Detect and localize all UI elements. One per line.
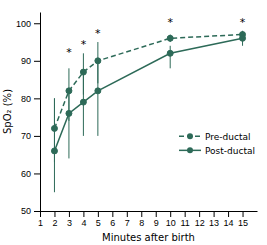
x-axis-title: Minutes after birth	[102, 232, 195, 243]
x-tick-label: 14	[224, 218, 234, 228]
annotation: *	[240, 16, 246, 29]
annotations: * * * * *	[66, 16, 246, 59]
point	[167, 50, 173, 56]
x-tick: 6	[110, 211, 115, 228]
annotation: *	[95, 27, 101, 40]
legend-label: Post-ductal	[205, 146, 255, 156]
annotation: *	[81, 38, 87, 51]
error-bar	[97, 61, 98, 136]
marks	[51, 31, 245, 192]
x-tick-label: 6	[110, 218, 115, 228]
y-tick: 90	[21, 56, 40, 66]
legend-item: Pre-ductal	[179, 132, 250, 142]
x-tick-label: 13	[209, 218, 219, 228]
x-tick-label: 12	[195, 218, 205, 228]
plot: 1234567891011121314155060708090100*****P…	[16, 13, 258, 229]
legend-marker	[187, 133, 193, 139]
y-tick-mark	[34, 211, 40, 212]
x-tick: 9	[154, 211, 159, 228]
y-axis-title: SpO₂ (%)	[2, 89, 13, 134]
x-tick-label: 2	[52, 218, 57, 228]
y-axis-line	[40, 13, 41, 212]
x-tick-label: 15	[238, 218, 248, 228]
x-tick: 3	[67, 211, 72, 228]
legend: Pre-ductal Post-ductal	[179, 132, 255, 156]
x-tick: 13	[209, 211, 219, 228]
y-tick: 80	[21, 94, 40, 104]
point	[167, 35, 173, 41]
x-tick-mark	[83, 211, 84, 217]
x-tick: 2	[52, 211, 57, 228]
x-tick-mark	[98, 211, 99, 217]
x-tick: 12	[195, 211, 205, 228]
x-tick: 5	[96, 211, 101, 228]
x-tick-mark	[40, 211, 41, 217]
x-tick: 7	[125, 211, 130, 228]
x-tick-label: 4	[81, 218, 86, 228]
x-tick: 4	[81, 211, 86, 228]
x-tick-label: 8	[139, 218, 144, 228]
annotation: *	[66, 46, 72, 59]
x-tick-mark	[54, 211, 55, 217]
x-tick: 1	[38, 211, 43, 228]
x-axis-line	[41, 211, 258, 212]
x-tick-mark	[214, 211, 215, 217]
y-tick-label: 90	[21, 56, 31, 66]
x-tick-label: 3	[67, 218, 72, 228]
legend-item: Post-ductal	[179, 146, 255, 156]
x-tick-mark	[170, 211, 171, 217]
y-axis: 50 60 70 80 90 100	[16, 13, 41, 217]
x-tick-label: 9	[154, 218, 159, 228]
x-tick: 10	[166, 211, 176, 228]
x-tick: 14	[224, 211, 234, 228]
series	[51, 31, 245, 162]
x-tick-label: 10	[166, 218, 176, 228]
error-bar	[68, 91, 69, 159]
y-tick-label: 100	[16, 19, 31, 29]
x-tick: 8	[139, 211, 144, 228]
point	[51, 148, 57, 154]
x-tick: 11	[180, 211, 189, 228]
chart: 1234567891011121314155060708090100*****P…	[0, 0, 267, 245]
point	[80, 99, 86, 105]
x-axis: 123456789101112131415	[38, 211, 258, 228]
point	[66, 110, 72, 116]
y-tick-mark	[34, 173, 40, 174]
x-tick-label: 11	[180, 218, 189, 228]
y-tick-label: 50	[21, 206, 31, 216]
point	[240, 35, 246, 41]
y-tick-mark	[34, 136, 40, 137]
x-tick-label: 5	[96, 218, 101, 228]
y-tick-label: 70	[21, 131, 31, 141]
y-tick-mark	[34, 61, 40, 62]
x-tick-mark	[199, 211, 200, 217]
error-bar	[54, 98, 55, 192]
annotation: *	[167, 16, 173, 29]
point	[95, 88, 101, 94]
x-tick-mark	[185, 211, 186, 217]
x-tick: 15	[238, 211, 248, 228]
y-tick-label: 60	[21, 169, 31, 179]
error-bar	[170, 46, 171, 69]
x-tick-mark	[228, 211, 229, 217]
x-tick-label: 7	[125, 218, 130, 228]
y-tick-mark	[34, 98, 40, 99]
x-tick-mark	[243, 211, 244, 217]
y-tick-label: 80	[21, 94, 31, 104]
series-line	[54, 35, 242, 129]
x-tick-mark	[156, 211, 157, 217]
x-tick-mark	[141, 211, 142, 217]
legend-label: Pre-ductal	[205, 132, 250, 142]
y-tick: 100	[16, 19, 40, 29]
y-tick: 70	[21, 131, 40, 141]
series	[51, 35, 245, 193]
x-tick-label: 1	[38, 218, 43, 228]
y-tick-mark	[34, 23, 40, 24]
y-tick: 50	[21, 206, 40, 216]
y-tick: 60	[21, 169, 40, 179]
legend-marker	[187, 147, 193, 153]
x-tick-mark	[112, 211, 113, 217]
x-tick-mark	[127, 211, 128, 217]
x-tick-mark	[69, 211, 70, 217]
